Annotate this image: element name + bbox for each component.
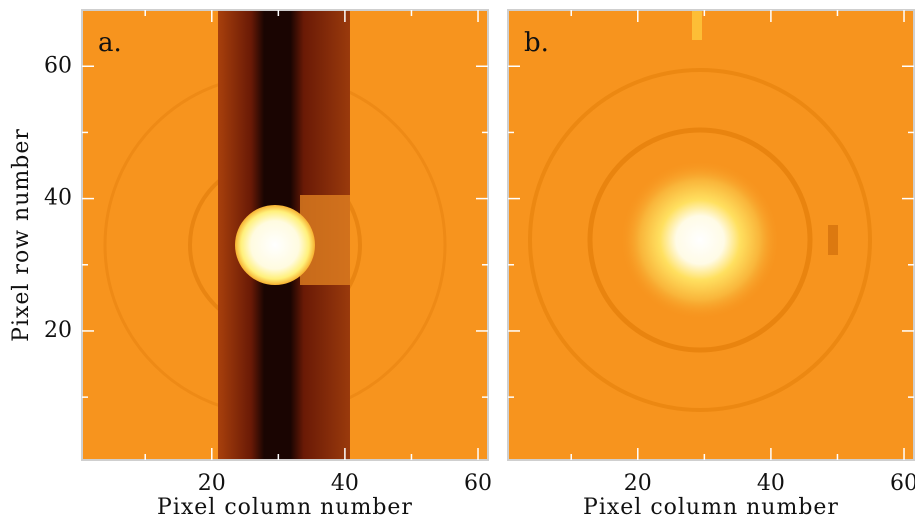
y-tick-label: 60 bbox=[44, 53, 72, 78]
y-axis-label: Pixel row number bbox=[9, 128, 34, 342]
x-axis-label: Pixel column number bbox=[157, 495, 413, 520]
y-tick-label: 40 bbox=[44, 186, 72, 211]
x-tick-label: 60 bbox=[464, 471, 492, 496]
x-tick-label: 40 bbox=[757, 471, 785, 496]
frame bbox=[81, 9, 489, 461]
x-tick-label: 40 bbox=[331, 471, 359, 496]
x-tick-label: 20 bbox=[624, 471, 652, 496]
image-a bbox=[82, 10, 488, 460]
x-tick-label: 20 bbox=[198, 471, 226, 496]
frame bbox=[507, 9, 915, 461]
panel-label: b. bbox=[524, 28, 549, 58]
image-b bbox=[508, 10, 914, 460]
x-axis-label: Pixel column number bbox=[583, 495, 839, 520]
y-tick-label: 20 bbox=[44, 318, 72, 343]
panel-label: a. bbox=[98, 28, 122, 58]
x-tick-label: 60 bbox=[890, 471, 915, 496]
